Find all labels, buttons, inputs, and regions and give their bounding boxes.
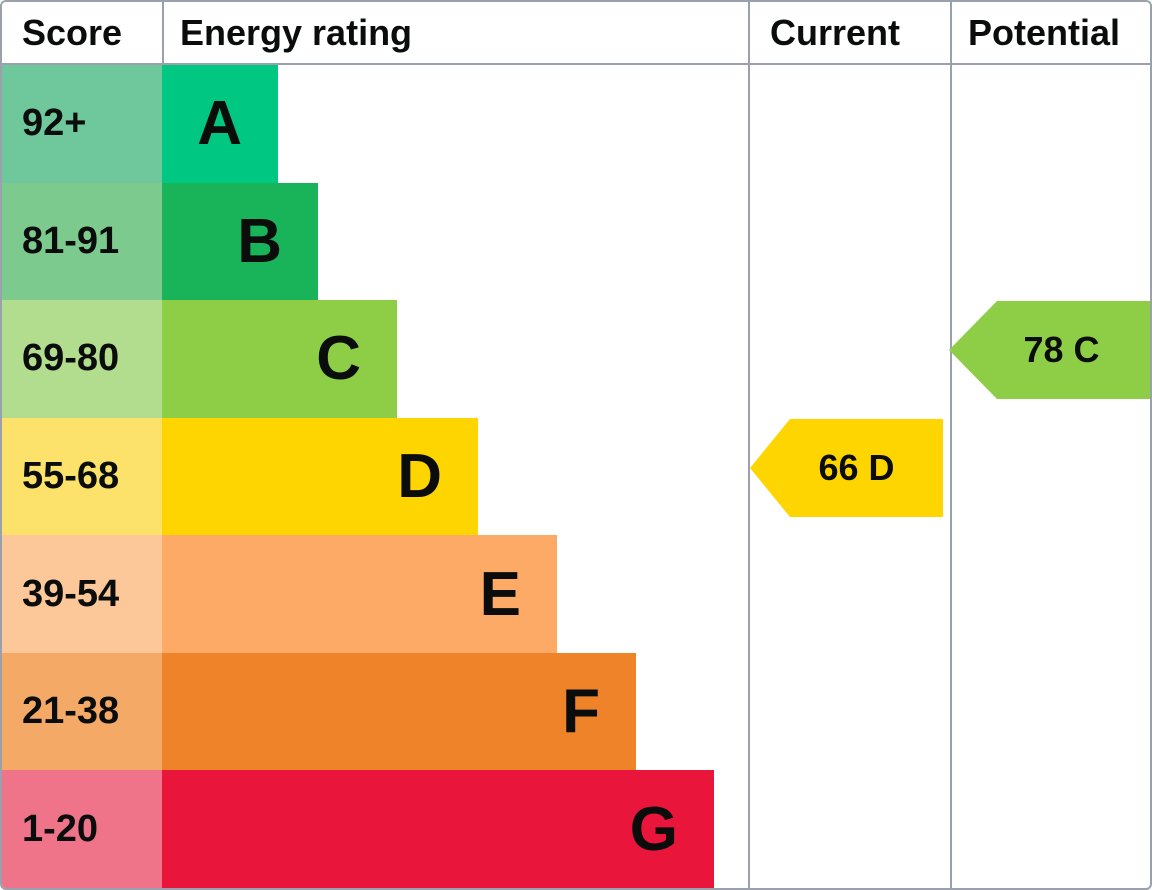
potential-column-divider <box>950 2 952 888</box>
band-bar-c: C <box>162 300 397 418</box>
header-current: Current <box>770 12 901 53</box>
chart-header: Score Energy rating Current Potential <box>2 2 1150 65</box>
band-row-b: 81-91 B <box>2 182 1150 301</box>
band-score-range: 1-20 <box>2 770 162 888</box>
band-rows: 92+ A 81-91 B 69-80 C 55-68 D 39-54 E 21-38 F 1-20 G <box>2 65 1150 888</box>
band-score-range: 21-38 <box>2 652 162 771</box>
current-rating-arrow: 66 D <box>750 419 943 517</box>
band-score-range: 81-91 <box>2 182 162 301</box>
current-column-divider <box>748 2 750 888</box>
band-score-range: 69-80 <box>2 300 162 418</box>
current-rating-label: 66 D <box>818 447 895 488</box>
header-score: Score <box>22 12 123 53</box>
band-row-a: 92+ A <box>2 65 1150 183</box>
score-column-divider <box>162 2 164 63</box>
potential-rating-label: 78 C <box>1023 329 1100 370</box>
band-row-c: 69-80 C <box>2 300 1150 418</box>
band-bar-a: A <box>162 65 278 183</box>
band-row-g: 1-20 G <box>2 770 1150 888</box>
header-potential: Potential <box>968 12 1121 53</box>
band-row-e: 39-54 E <box>2 535 1150 653</box>
band-bar-e: E <box>162 535 557 653</box>
band-bar-d: D <box>162 417 478 536</box>
band-bar-g: G <box>162 770 714 888</box>
band-row-d: 55-68 D <box>2 417 1150 536</box>
band-score-range: 55-68 <box>2 417 162 536</box>
band-row-f: 21-38 F <box>2 652 1150 771</box>
header-energy-rating: Energy rating <box>180 12 413 53</box>
band-score-range: 92+ <box>2 65 162 183</box>
band-score-range: 39-54 <box>2 535 162 653</box>
band-bar-b: B <box>162 182 318 301</box>
band-bar-f: F <box>162 652 636 771</box>
potential-rating-arrow: 78 C <box>949 301 1150 399</box>
